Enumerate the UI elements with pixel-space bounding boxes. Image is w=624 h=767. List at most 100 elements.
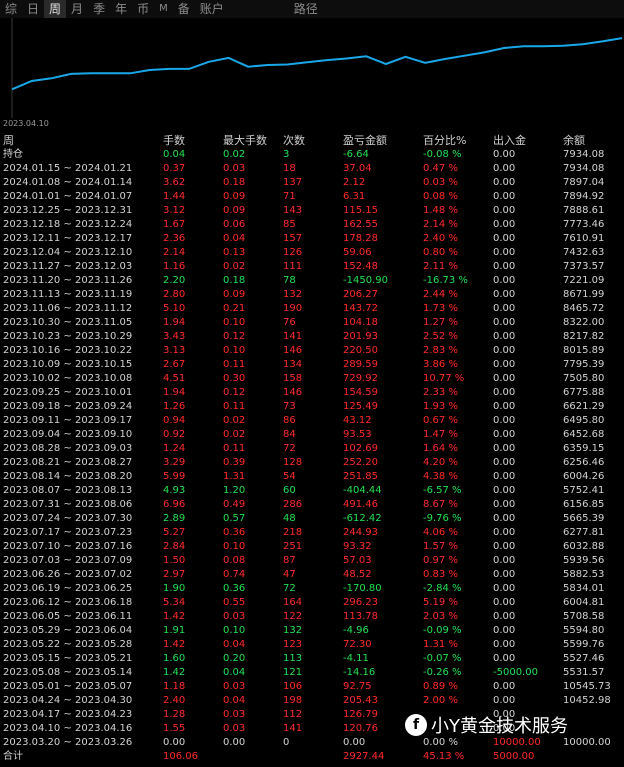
cell-m: 1.31 xyxy=(223,471,246,482)
table-row[interactable]: 2023.06.19 ~ 2023.06.25 1.90 0.36 72 -170.80… xyxy=(0,582,624,596)
table-row[interactable]: 2023.12.04 ~ 2023.12.10 2.14 0.13 126 59.06 0… xyxy=(0,246,624,260)
header-lots[interactable]: 手数 xyxy=(163,134,185,147)
tab-7[interactable]: M xyxy=(159,3,168,14)
table-row[interactable]: 2023.11.13 ~ 2023.11.19 2.80 0.09 132 206.27… xyxy=(0,288,624,302)
tab-8[interactable]: 备 xyxy=(177,2,190,16)
table-row[interactable]: 2023.05.22 ~ 2023.05.28 1.42 0.04 123 72.30 1… xyxy=(0,638,624,652)
cell-l: 1.67 xyxy=(163,219,186,230)
table-row[interactable]: 2023.03.20 ~ 2023.03.26 0.00 0.00 0 0.00 0.00… xyxy=(0,736,624,750)
table-row[interactable]: 2023.05.15 ~ 2023.05.21 1.60 0.20 113 -4.11 -… xyxy=(0,652,624,666)
tab-10[interactable]: 路径 xyxy=(293,2,318,16)
table-row[interactable]: 2023.07.24 ~ 2023.07.30 2.89 0.57 48 -612.42… xyxy=(0,512,624,526)
header-deposit[interactable]: 出入金 xyxy=(493,134,526,147)
table-row[interactable]: 2023.06.26 ~ 2023.07.02 2.97 0.74 47 48.52 0.… xyxy=(0,568,624,582)
cell-m: 0.55 xyxy=(223,597,246,608)
table-row[interactable]: 2023.11.27 ~ 2023.12.03 1.16 0.02 111 152.48… xyxy=(0,260,624,274)
cell-b: 7888.61 xyxy=(563,205,605,216)
tab-1[interactable]: 日 xyxy=(27,2,40,16)
cell-p: 2023.10.30 ~ 2023.11.05 xyxy=(3,317,133,328)
total-label: 合计 xyxy=(3,751,23,762)
cell-m: 0.02 xyxy=(223,429,246,440)
cell-n: 132 xyxy=(283,625,303,636)
table-row[interactable]: 2023.08.07 ~ 2023.08.13 4.93 1.20 60 -404.44… xyxy=(0,484,624,498)
cell-pr: 220.50 xyxy=(343,345,378,356)
tab-9[interactable]: 账户 xyxy=(199,2,224,16)
cell-pr: 143.72 xyxy=(343,303,378,314)
table-row[interactable]: 2024.01.15 ~ 2024.01.21 0.37 0.03 18 37.04 0.… xyxy=(0,162,624,176)
table-row[interactable]: 2023.04.24 ~ 2023.04.30 2.40 0.04 198 205.43… xyxy=(0,694,624,708)
cell-n: 54 xyxy=(283,471,296,482)
table-row[interactable]: 2023.04.17 ~ 2023.04.23 1.28 0.03 112 126.79… xyxy=(0,708,624,722)
header-balance[interactable]: 余额 xyxy=(563,134,585,147)
cell-b: 5665.39 xyxy=(563,513,605,524)
table-row[interactable]: 2023.08.28 ~ 2023.09.03 1.24 0.11 72 102.69 1… xyxy=(0,442,624,456)
tab-6[interactable]: 币 xyxy=(137,2,150,16)
table-row[interactable]: 2023.11.06 ~ 2023.11.12 5.10 0.21 190 143.72… xyxy=(0,302,624,316)
table-row[interactable]: 2023.04.10 ~ 2023.04.16 1.55 0.03 141 120.76… xyxy=(0,722,624,736)
header-max-lots[interactable]: 最大手数 xyxy=(223,134,267,147)
tab-5[interactable]: 年 xyxy=(115,2,128,16)
table-row[interactable]: 2023.08.21 ~ 2023.08.27 3.29 0.39 128 252.20… xyxy=(0,456,624,470)
table-row[interactable]: 2023.09.11 ~ 2023.09.17 0.94 0.02 86 43.12 0.… xyxy=(0,414,624,428)
tab-4[interactable]: 季 xyxy=(93,2,106,16)
cell-m: 0.03 xyxy=(223,709,246,720)
cell-n: 126 xyxy=(283,247,303,258)
cell-pr: -612.42 xyxy=(343,513,382,524)
tab-2[interactable]: 周 xyxy=(44,0,67,18)
table-row[interactable]: 2023.05.01 ~ 2023.05.07 1.18 0.03 106 92.75 0… xyxy=(0,680,624,694)
table-row[interactable]: 2023.09.04 ~ 2023.09.10 0.92 0.02 84 93.53 1.… xyxy=(0,428,624,442)
tab-3[interactable]: 月 xyxy=(71,2,84,16)
cell-pr: 252.20 xyxy=(343,457,378,468)
cell-p: 2023.08.07 ~ 2023.08.13 xyxy=(3,485,133,496)
table-row[interactable]: 2023.10.30 ~ 2023.11.05 1.94 0.10 76 104.18 1… xyxy=(0,316,624,330)
cell-m: 0.12 xyxy=(223,331,246,342)
table-row[interactable]: 2023.06.12 ~ 2023.06.18 5.34 0.55 164 296.23… xyxy=(0,596,624,610)
cell-d: 0.00 xyxy=(493,177,516,188)
table-row[interactable]: 2023.10.09 ~ 2023.10.15 2.67 0.11 134 289.59… xyxy=(0,358,624,372)
header-count[interactable]: 次数 xyxy=(283,134,305,147)
header-percent[interactable]: 百分比% xyxy=(423,134,467,147)
table-row[interactable]: 2023.09.25 ~ 2023.10.01 1.94 0.12 146 154.59… xyxy=(0,386,624,400)
cell-m: 0.18 xyxy=(223,177,246,188)
cell-p: 2023.05.01 ~ 2023.05.07 xyxy=(3,681,133,692)
table-row[interactable]: 2023.05.08 ~ 2023.05.14 1.42 0.04 121 -14.16… xyxy=(0,666,624,680)
table-row[interactable]: 2024.01.08 ~ 2024.01.14 3.62 0.18 137 2.12 0.… xyxy=(0,176,624,190)
table-row[interactable]: 2023.07.03 ~ 2023.07.09 1.50 0.08 87 57.03 0.… xyxy=(0,554,624,568)
header-profit[interactable]: 盈亏金额 xyxy=(343,134,387,147)
cell-pr: -4.11 xyxy=(343,653,369,664)
cell-pc: -0.26 % xyxy=(423,667,462,678)
table-row[interactable]: 2023.07.31 ~ 2023.08.06 6.96 0.49 286 491.46… xyxy=(0,498,624,512)
table-row[interactable]: 2023.12.11 ~ 2023.12.17 2.36 0.04 157 178.28… xyxy=(0,232,624,246)
table-row[interactable]: 2023.12.18 ~ 2023.12.24 1.67 0.06 85 162.55 2… xyxy=(0,218,624,232)
table-row[interactable]: 2024.01.01 ~ 2024.01.07 1.44 0.09 71 6.31 0.0… xyxy=(0,190,624,204)
header-period[interactable]: 周 xyxy=(3,134,14,147)
table-row[interactable]: 2023.12.25 ~ 2023.12.31 3.12 0.09 143 115.15… xyxy=(0,204,624,218)
table-row[interactable]: 2023.10.02 ~ 2023.10.08 4.51 0.30 158 729.92… xyxy=(0,372,624,386)
table-row[interactable]: 2023.10.23 ~ 2023.10.29 3.43 0.12 141 201.93… xyxy=(0,330,624,344)
cell-d: 0.00 xyxy=(493,555,516,566)
cell-pc: 0.67 % xyxy=(423,415,458,426)
cell-pr: -1450.90 xyxy=(343,275,388,286)
table-row[interactable]: 2023.08.14 ~ 2023.08.20 5.99 1.31 54 251.85 4… xyxy=(0,470,624,484)
cell-pr: 43.12 xyxy=(343,415,372,426)
table-row[interactable]: 2023.06.05 ~ 2023.06.11 1.42 0.03 122 113.78… xyxy=(0,610,624,624)
table-row[interactable]: 2023.10.16 ~ 2023.10.22 3.13 0.10 146 220.50… xyxy=(0,344,624,358)
cell-p: 2023.05.29 ~ 2023.06.04 xyxy=(3,625,133,636)
cell-pr: 59.06 xyxy=(343,247,372,258)
cell-b: 6452.68 xyxy=(563,429,605,440)
table-row[interactable]: 2023.09.18 ~ 2023.09.24 1.26 0.11 73 125.49 1… xyxy=(0,400,624,414)
table-row[interactable]: 2023.07.10 ~ 2023.07.16 2.84 0.10 251 93.32 1… xyxy=(0,540,624,554)
tab-0[interactable]: 综 xyxy=(5,2,18,16)
table-row[interactable]: 2023.05.29 ~ 2023.06.04 1.91 0.10 132 -4.96 -… xyxy=(0,624,624,638)
cell-pc: 8.67 % xyxy=(423,499,458,510)
table-row[interactable]: 持仓 0.04 0.02 3 -6.64 -0.08 % 0.00 7934.08 xyxy=(0,148,624,162)
table-row[interactable]: 2023.11.20 ~ 2023.11.26 2.20 0.18 78 -1450.9… xyxy=(0,274,624,288)
cell-l: 3.12 xyxy=(163,205,186,216)
cell-p: 2023.07.10 ~ 2023.07.16 xyxy=(3,541,133,552)
cell-n: 48 xyxy=(283,513,296,524)
cell-pc: 2.00 % xyxy=(423,695,458,706)
cell-l: 2.89 xyxy=(163,513,186,524)
cell-p: 2023.09.11 ~ 2023.09.17 xyxy=(3,415,133,426)
cell-d: 0.00 xyxy=(493,303,516,314)
table-row[interactable]: 2023.07.17 ~ 2023.07.23 5.27 0.36 218 244.93… xyxy=(0,526,624,540)
